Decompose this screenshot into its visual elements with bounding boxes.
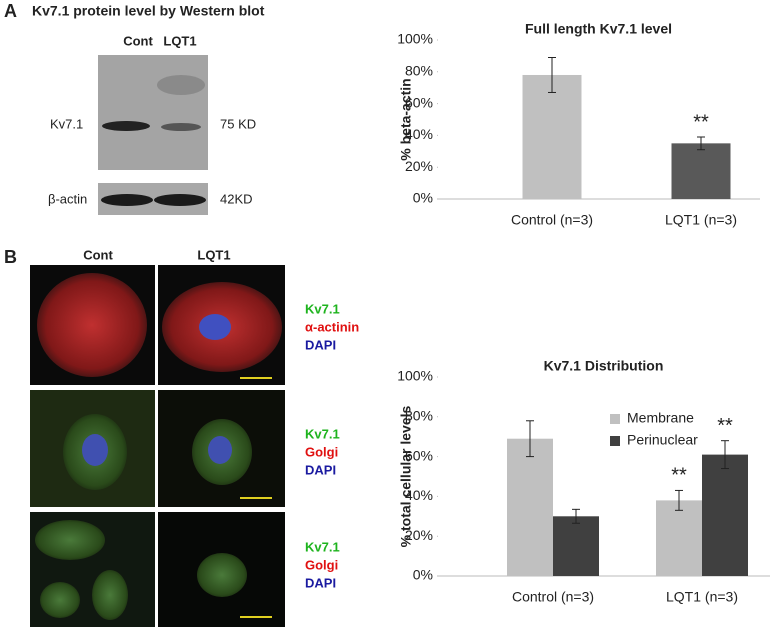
y-axis-label: % beta-actin <box>398 78 414 160</box>
legend-label: Membrane <box>627 410 694 426</box>
panel-label: B <box>4 247 17 267</box>
size-label: 75 KD <box>220 116 256 131</box>
chart-title: Kv7.1 Distribution <box>544 358 664 374</box>
cell <box>92 570 128 620</box>
band <box>161 123 201 131</box>
x-tick-label: LQT1 (n=3) <box>666 589 738 605</box>
y-tick-label: 40% <box>405 487 433 503</box>
nucleus <box>199 314 231 340</box>
chart-title: Full length Kv7.1 level <box>525 21 672 37</box>
y-axis-label: % total cellular levels <box>398 405 414 547</box>
annotation: ** <box>693 111 709 133</box>
size-label: 42KD <box>220 191 253 206</box>
cell <box>37 273 147 377</box>
stain-labels: Kv7.1 α-actinin DAPI Kv7.1 Golgi DAPI Kv… <box>305 301 359 590</box>
blot <box>98 55 208 170</box>
y-tick-label: 80% <box>405 408 433 424</box>
y-tick-label: 60% <box>405 94 433 110</box>
y-tick-label: 100% <box>397 31 433 47</box>
nucleus <box>208 436 232 464</box>
column-label: Cont <box>83 247 113 262</box>
stain-label: DAPI <box>305 462 336 477</box>
row-label: β-actin <box>48 191 87 206</box>
y-tick-label: 80% <box>405 63 433 79</box>
panel-label: A <box>4 1 17 21</box>
stain-label: Kv7.1 <box>305 301 340 316</box>
cell <box>35 520 105 560</box>
legend-label: Perinuclear <box>627 432 698 448</box>
micrographs <box>30 265 285 627</box>
cell <box>197 553 247 597</box>
bar <box>553 516 599 576</box>
cell <box>40 582 80 618</box>
legend-swatch <box>610 414 620 424</box>
smear <box>157 75 205 95</box>
stain-label: DAPI <box>305 575 336 590</box>
column-label: LQT1 <box>197 247 230 262</box>
bar <box>702 454 748 576</box>
stain-label: Golgi <box>305 557 338 572</box>
stain-label: Kv7.1 <box>305 426 340 441</box>
nucleus <box>82 434 108 466</box>
stain-label: α-actinin <box>305 319 359 334</box>
annotation: ** <box>671 465 687 487</box>
y-tick-label: 0% <box>413 567 433 583</box>
x-tick-label: Control (n=3) <box>511 212 593 228</box>
band <box>101 194 153 206</box>
band <box>154 194 206 206</box>
y-tick-label: 100% <box>397 368 433 384</box>
y-tick-label: 0% <box>413 190 433 206</box>
bar <box>671 143 731 199</box>
y-tick-label: 20% <box>405 158 433 174</box>
bar <box>522 74 582 199</box>
stain-label: Golgi <box>305 444 338 459</box>
x-tick-label: Control (n=3) <box>512 589 594 605</box>
stain-label: DAPI <box>305 337 336 352</box>
lane-label: LQT1 <box>163 33 196 48</box>
stain-label: Kv7.1 <box>305 539 340 554</box>
y-tick-label: 20% <box>405 527 433 543</box>
band <box>102 121 150 131</box>
annotation: ** <box>717 415 733 437</box>
panel-title: Kv7.1 protein level by Western blot <box>32 3 265 19</box>
legend-swatch <box>610 436 620 446</box>
x-tick-label: LQT1 (n=3) <box>665 212 737 228</box>
bar <box>507 438 553 576</box>
lane-label: Cont <box>123 33 153 48</box>
y-tick-label: 40% <box>405 126 433 142</box>
bar <box>656 500 702 576</box>
y-tick-label: 60% <box>405 447 433 463</box>
row-label: Kv7.1 <box>50 116 83 131</box>
